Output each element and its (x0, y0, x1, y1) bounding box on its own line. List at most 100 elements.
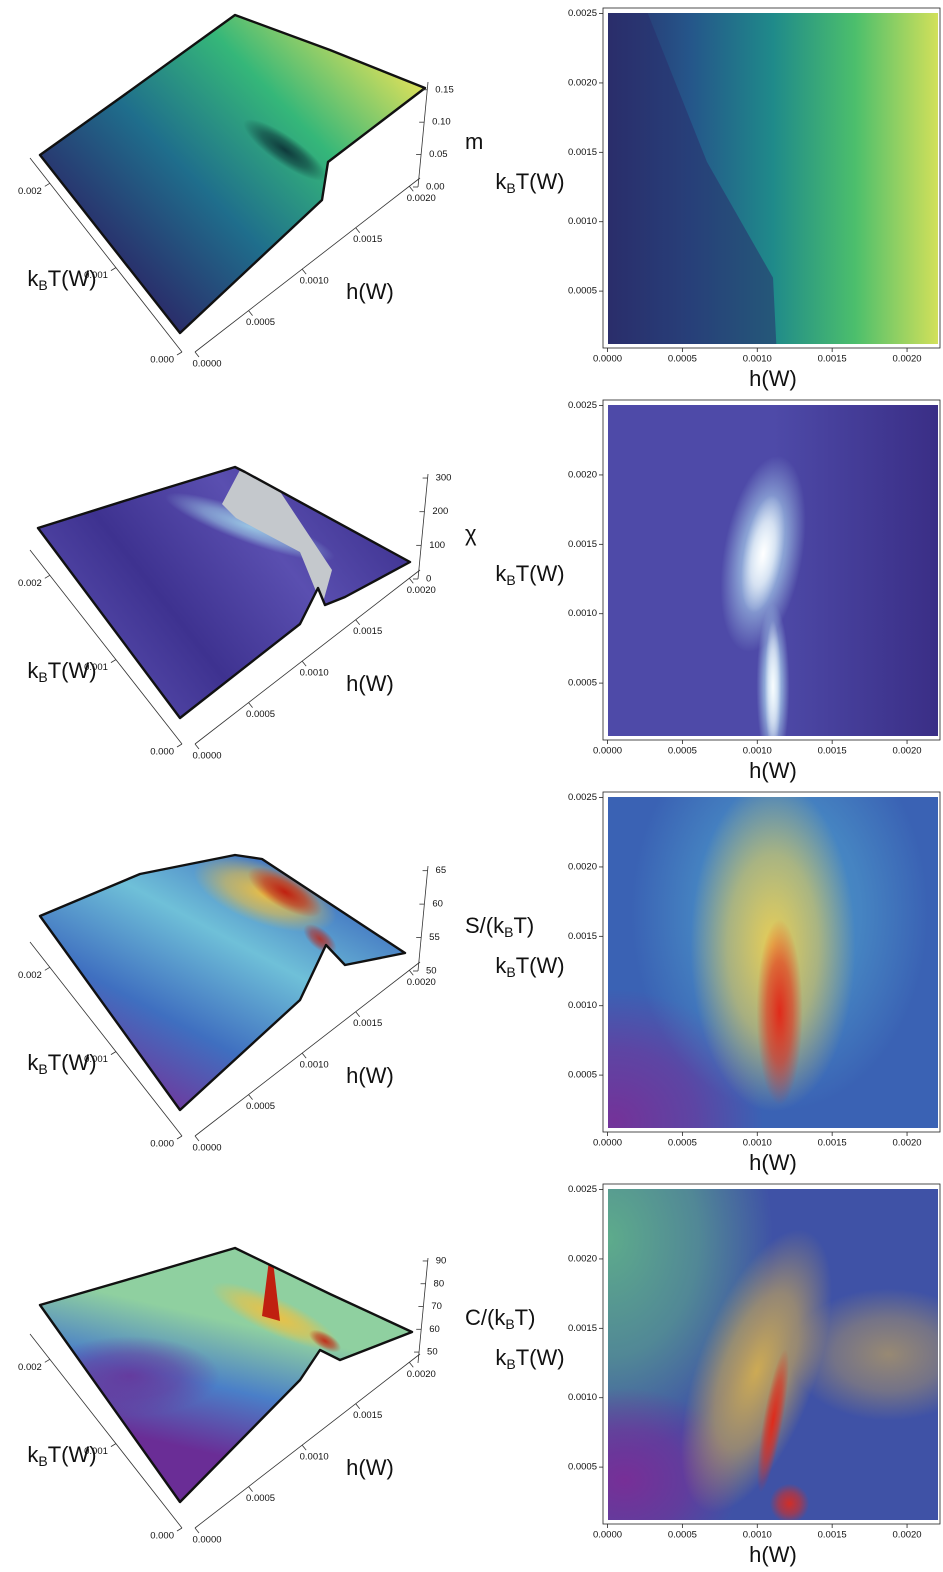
tick-mark (248, 702, 253, 708)
tick-label: 0.0000 (192, 1535, 221, 1546)
axis-line (194, 177, 421, 353)
axis-line (29, 1333, 183, 1529)
tick-mark (44, 182, 51, 187)
tick-label: 0.0005 (246, 1101, 275, 1112)
field-shade (764, 620, 782, 736)
y-tick-label: 0.0015 (568, 539, 597, 550)
tick-label: 60 (432, 899, 443, 910)
surface-peak (222, 470, 332, 606)
axis-line (194, 569, 421, 745)
tick-label: 60 (429, 1324, 440, 1335)
y-tick-label: 0.0015 (568, 1323, 597, 1334)
surface-outline (38, 1246, 414, 1504)
axis-line (29, 157, 183, 353)
x-tick-label: 0.0020 (893, 1530, 922, 1541)
plot-frame (602, 399, 941, 741)
z-axis-label: S/(kBT) (465, 913, 534, 940)
tick-label: 200 (432, 506, 448, 517)
surface (40, 855, 405, 1110)
tick-label: 0.0000 (192, 1143, 221, 1154)
y-axis-label: kBT(W) (27, 266, 96, 293)
tick-mark (110, 267, 117, 271)
tick-label: 0.0010 (300, 1452, 329, 1463)
tick-label: 0.002 (18, 186, 42, 197)
tick-mark (355, 619, 361, 625)
field-shade (756, 919, 803, 1105)
tick-label: 90 (436, 1255, 447, 1266)
surface (38, 467, 410, 718)
y-tick-label: 0.0025 (568, 1184, 597, 1195)
y-axis-label: kBT(W) (495, 953, 564, 980)
tick-label: 0.0015 (353, 1018, 382, 1029)
y-tick-label: 0.0010 (568, 1392, 597, 1403)
tick-label: 0.0015 (353, 1410, 382, 1421)
field-shade (741, 495, 786, 613)
y-axis-label: kBT(W) (27, 658, 96, 685)
surface-shade (308, 1329, 342, 1353)
x-tick-label: 0.0015 (818, 746, 847, 757)
x-axis-label: h(W) (749, 366, 797, 391)
tick-mark (110, 1443, 117, 1447)
axis-line (194, 961, 421, 1137)
surface-spike (262, 1248, 280, 1321)
surface-shade (247, 866, 323, 918)
tick-label: 100 (429, 540, 445, 551)
tick-label: 50 (427, 1347, 438, 1358)
tick-mark (408, 1362, 414, 1368)
x-axis-label: h(W) (346, 671, 394, 696)
tick-mark (44, 1358, 51, 1363)
x-tick-label: 0.0010 (743, 1138, 772, 1149)
x-axis-label: h(W) (749, 758, 797, 783)
tick-mark (248, 310, 253, 316)
y-axis-label: kBT(W) (27, 1050, 96, 1077)
tick-mark (194, 1135, 200, 1142)
tick-label: 0.002 (18, 1362, 42, 1373)
y-tick-label: 0.0015 (568, 931, 597, 942)
axis-line (29, 549, 183, 745)
tick-mark (408, 970, 414, 976)
surface-outline (36, 465, 412, 720)
tick-mark (355, 1403, 361, 1409)
tick-label: 80 (434, 1278, 445, 1289)
tick-mark (176, 1135, 183, 1140)
x-tick-label: 0.0015 (818, 1530, 847, 1541)
tick-mark (248, 1094, 253, 1100)
field-shade (608, 1189, 773, 1454)
surface-patch (38, 467, 410, 718)
y-tick-label: 0.0005 (568, 1462, 597, 1473)
y-tick-label: 0.0010 (568, 608, 597, 619)
tick-label: 0.002 (18, 578, 42, 589)
tick-label: 0.10 (432, 117, 451, 128)
tick-mark (44, 574, 51, 579)
density-field (608, 797, 938, 1128)
y-tick-label: 0.0020 (568, 77, 597, 88)
x-axis-label: h(W) (346, 1063, 394, 1088)
axis-line (417, 473, 429, 580)
plot-frame (602, 791, 941, 1133)
field-shade (789, 1288, 938, 1421)
tick-label: 0.000 (150, 1531, 174, 1542)
surface-shade (40, 1336, 220, 1416)
x-tick-label: 0.0020 (893, 354, 922, 365)
tick-label: 0.000 (150, 1139, 174, 1150)
tick-label: 300 (436, 473, 452, 484)
tick-mark (194, 1527, 200, 1534)
x-axis-label: h(W) (749, 1150, 797, 1175)
tick-label: 0 (426, 574, 431, 585)
tick-label: 0.0020 (407, 585, 436, 596)
y-tick-label: 0.0025 (568, 8, 597, 19)
tick-label: 0.0005 (246, 709, 275, 720)
density-field (608, 1189, 938, 1520)
field-shade (680, 1229, 833, 1513)
x-tick-label: 0.0000 (593, 354, 622, 365)
tick-mark (301, 660, 307, 667)
x-tick-label: 0.0020 (893, 746, 922, 757)
x-tick-label: 0.0010 (743, 746, 772, 757)
tick-mark (408, 186, 414, 192)
tick-label: 0.0020 (407, 193, 436, 204)
plot-frame (602, 1183, 941, 1525)
tick-label: 0.0000 (192, 359, 221, 370)
y-axis-label: kBT(W) (495, 169, 564, 196)
y-tick-label: 0.0025 (568, 792, 597, 803)
